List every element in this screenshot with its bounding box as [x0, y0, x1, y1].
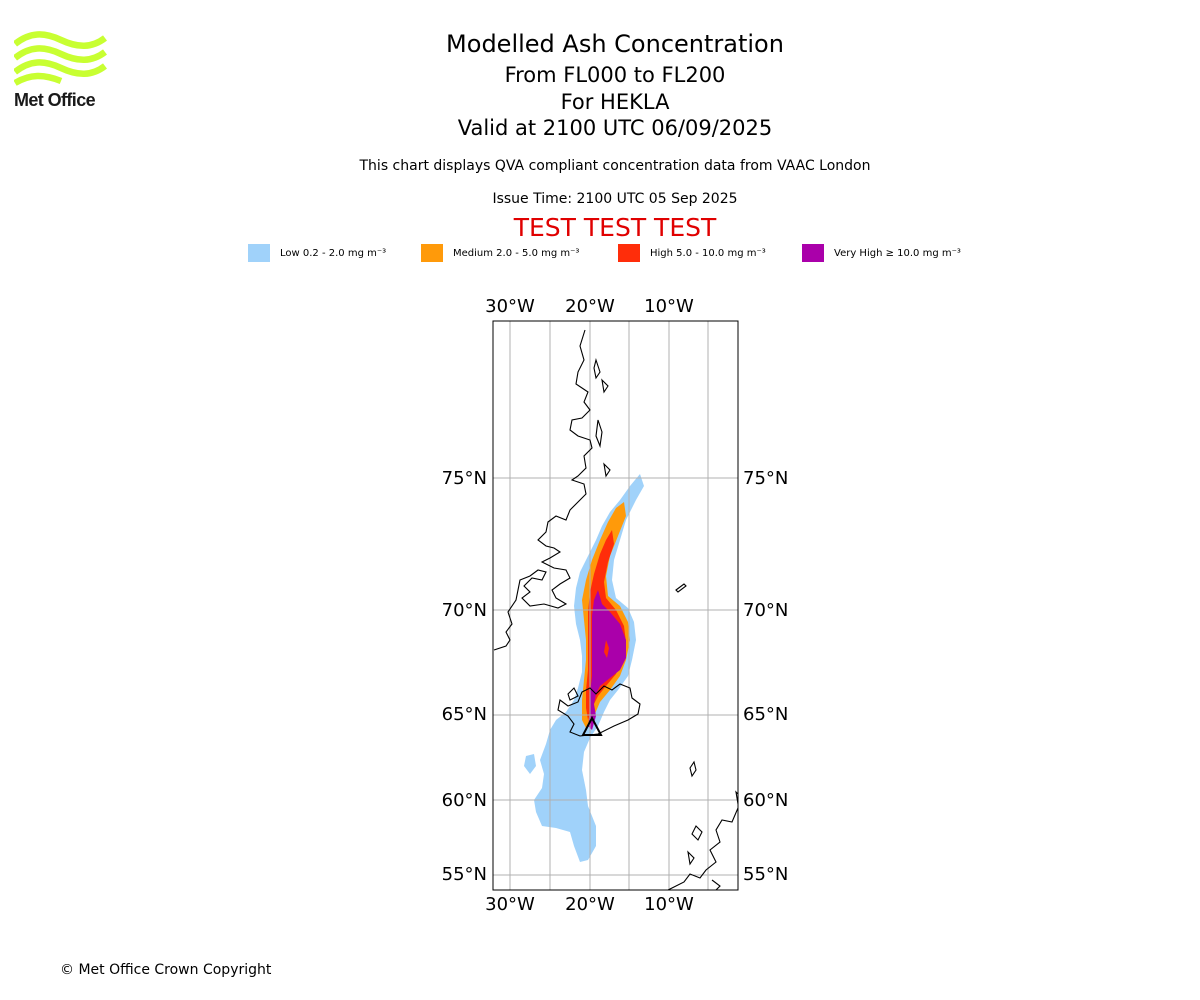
lon-label-bottom-30w: 30°W	[485, 894, 535, 915]
lon-label-bottom-20w: 20°W	[565, 894, 615, 915]
legend-label-high: High 5.0 - 10.0 mg m⁻³	[650, 247, 766, 259]
latitude-labels: 75°N 70°N 65°N 60°N 55°N 75°N 70°N 65°N …	[442, 468, 789, 885]
ash-spot-high	[604, 640, 609, 658]
legend-label-low: Low 0.2 - 2.0 mg m⁻³	[280, 247, 387, 259]
legend-item-very-high: Very High ≥ 10.0 mg m⁻³	[802, 244, 961, 262]
test-banner: TEST TEST TEST	[513, 213, 717, 242]
concentration-legend: Low 0.2 - 2.0 mg m⁻³ Medium 2.0 - 5.0 mg…	[0, 244, 1200, 264]
legend-label-very-high: Very High ≥ 10.0 mg m⁻³	[834, 247, 961, 259]
lat-label-left-75n: 75°N	[442, 468, 487, 489]
met-office-logo: Met Office	[14, 30, 109, 112]
lat-label-right-65n: 65°N	[743, 704, 788, 725]
legend-label-medium: Medium 2.0 - 5.0 mg m⁻³	[453, 247, 580, 259]
copyright-notice: © Met Office Crown Copyright	[60, 962, 272, 978]
graticule	[493, 321, 738, 890]
greenland-coast	[493, 329, 593, 651]
legend-swatch-low	[248, 244, 270, 262]
legend-swatch-very-high	[802, 244, 824, 262]
volcano-name: For HEKLA	[560, 90, 670, 114]
legend-item-medium: Medium 2.0 - 5.0 mg m⁻³	[421, 244, 579, 262]
ash-zone-low	[524, 474, 644, 862]
lat-label-left-55n: 55°N	[442, 864, 487, 885]
valid-time: Valid at 2100 UTC 06/09/2025	[457, 116, 773, 140]
lat-label-left-65n: 65°N	[442, 704, 487, 725]
lat-label-left-70n: 70°N	[442, 600, 487, 621]
legend-swatch-high	[618, 244, 640, 262]
legend-swatch-medium	[421, 244, 443, 262]
lat-label-right-75n: 75°N	[743, 468, 788, 489]
logo-text: Met Office	[14, 90, 96, 110]
iceland-coast	[557, 683, 641, 737]
legend-item-low: Low 0.2 - 2.0 mg m⁻³	[248, 244, 386, 262]
legend-item-high: High 5.0 - 10.0 mg m⁻³	[618, 244, 766, 262]
lon-label-top-20w: 20°W	[565, 296, 615, 317]
lat-label-left-60n: 60°N	[442, 790, 487, 811]
lon-label-top-10w: 10°W	[644, 296, 694, 317]
met-office-waves-icon	[14, 31, 107, 86]
volcano-marker-icon	[581, 715, 603, 736]
lat-label-right-60n: 60°N	[743, 790, 788, 811]
chart-description: This chart displays QVA compliant concen…	[359, 158, 871, 174]
longitude-labels: 30°W 20°W 10°W 30°W 20°W 10°W	[485, 296, 694, 915]
lon-label-top-30w: 30°W	[485, 296, 535, 317]
ash-map[interactable]: 30°W 20°W 10°W 30°W 20°W 10°W 75°N 70°N …	[420, 285, 820, 929]
issue-time: Issue Time: 2100 UTC 05 Sep 2025	[492, 191, 738, 207]
lat-label-right-70n: 70°N	[743, 600, 788, 621]
lat-label-right-55n: 55°N	[743, 864, 788, 885]
lon-label-bottom-10w: 10°W	[644, 894, 694, 915]
ash-zone-very-high	[588, 590, 626, 730]
chart-title: Modelled Ash Concentration	[446, 30, 784, 58]
map-frame	[492, 320, 739, 891]
flight-levels: From FL000 to FL200	[504, 63, 726, 87]
uk-coast	[667, 807, 738, 890]
coastlines	[493, 329, 738, 890]
